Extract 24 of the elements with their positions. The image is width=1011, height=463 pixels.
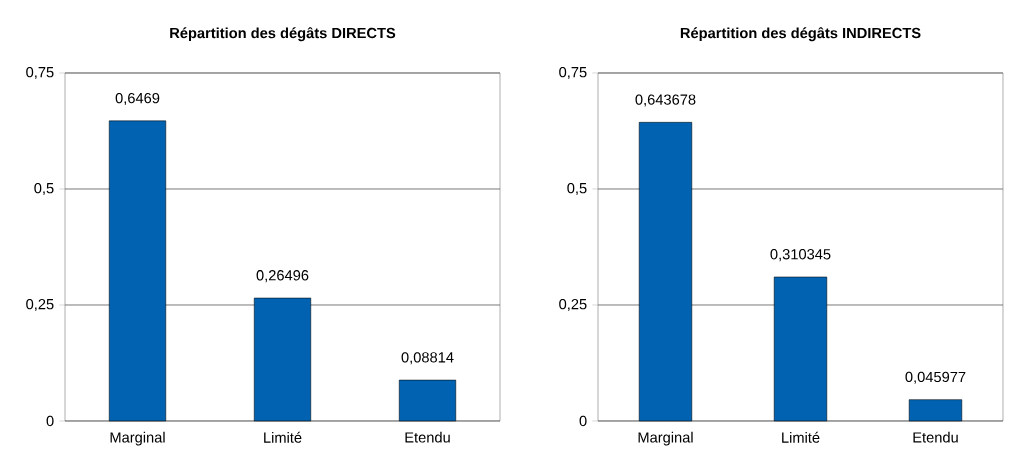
bar xyxy=(908,399,963,422)
bar xyxy=(398,379,457,422)
y-tick-label: 0,75 xyxy=(26,66,54,80)
x-tick-label: Limité xyxy=(782,431,820,443)
data-label: 0,310345 xyxy=(770,249,831,262)
data-label: 0,08814 xyxy=(401,352,454,365)
x-tick-label: Etendu xyxy=(913,431,958,443)
data-label: 0,6469 xyxy=(115,92,160,106)
data-label: 0,643678 xyxy=(635,94,696,107)
y-tick-label: 0,25 xyxy=(26,298,54,312)
y-tick-label: 0,75 xyxy=(559,66,587,80)
y-tick-label: 0,5 xyxy=(34,182,54,196)
y-tick-label: 0,5 xyxy=(567,182,587,196)
data-label: 0,26496 xyxy=(256,270,309,283)
chart-title: Répartition des dégâts DIRECTS xyxy=(170,27,396,42)
y-tick-label: 0 xyxy=(579,415,587,427)
x-tick-label: Marginal xyxy=(638,431,693,446)
y-tick-label: 0 xyxy=(46,415,54,427)
data-label: 0,045977 xyxy=(905,371,966,384)
x-tick-label: Marginal xyxy=(110,431,165,446)
x-tick-label: Etendu xyxy=(405,431,450,443)
y-tick-label: 0,25 xyxy=(559,298,587,312)
x-tick-label: Limité xyxy=(264,431,302,443)
chart-title: Répartition des dégâts INDIRECTS xyxy=(680,27,921,42)
